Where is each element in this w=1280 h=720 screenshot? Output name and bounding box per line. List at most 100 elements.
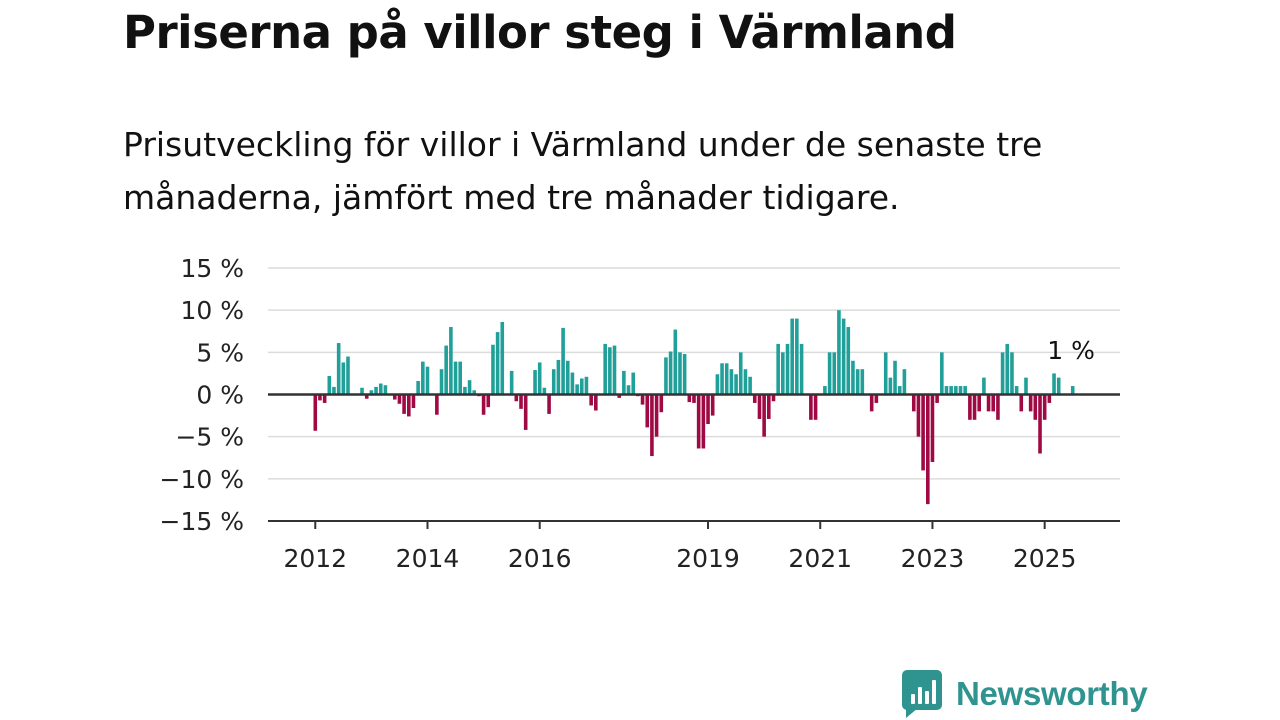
bar [523,394,528,430]
x-tick-label: 2025 [1013,544,1077,573]
bar [579,378,584,395]
bar [551,369,556,395]
axes [268,393,1120,529]
bar [453,361,458,395]
bar [977,394,981,412]
bar [1052,373,1056,395]
bar [463,386,467,395]
bar [972,394,977,420]
bar [341,362,346,395]
bar [364,394,369,399]
bar [327,375,332,395]
tick-labels: 15 % 10 % 5 % 0 % −5 % −10 % −15 % 2012 2014 2016… [160,254,1077,573]
bar [537,362,542,395]
bar [435,394,439,415]
bar [743,369,748,395]
x-tick-label: 2014 [396,544,460,573]
bar [883,352,888,395]
page-title: Priserna på villor steg i Värmland [123,6,957,59]
bar [575,384,579,395]
bar [332,386,336,395]
bar [781,352,785,395]
bar [509,370,514,395]
bar [421,361,425,395]
bar [383,385,388,395]
bar [472,390,477,395]
bar [813,394,818,420]
bar [682,354,687,395]
bar [752,394,757,403]
bar [1028,394,1033,412]
bar [757,394,762,419]
bar [1038,394,1042,454]
bar [617,394,622,398]
bar [706,394,710,425]
bar [1005,343,1010,395]
bar [584,376,589,395]
bar [776,343,780,395]
x-tick-label: 2019 [676,544,740,573]
bar [1014,386,1019,395]
bar [996,394,1000,420]
bar [841,318,846,395]
bar [392,394,397,400]
bar [855,369,860,395]
bar [678,352,682,395]
bar-series [313,310,1075,505]
bar [608,347,612,395]
bar [481,394,486,415]
bar [533,370,537,395]
bar [397,394,402,404]
y-tick-label: 10 % [180,296,244,325]
bar [944,386,949,395]
bar [411,394,416,408]
bar [935,394,939,403]
bar [738,352,743,395]
bar [762,394,766,437]
bar [729,369,734,395]
x-tick-label: 2021 [788,544,852,573]
bar [724,363,729,395]
bar [982,377,986,395]
bar [519,394,523,409]
x-tick-label: 2016 [508,544,572,573]
bar [626,385,631,395]
bar [846,327,851,395]
bar [664,357,668,395]
bar [963,386,967,395]
bar [336,343,341,395]
bar [561,327,565,395]
bar [631,372,636,395]
bar [668,351,673,395]
x-tick-label: 2012 [283,544,347,573]
bar [547,394,551,414]
bar [926,394,930,505]
bar [645,394,650,428]
bar [827,352,832,395]
bar [790,318,794,395]
y-tick-label: 5 % [196,338,244,367]
bar [916,394,921,437]
bar [1047,394,1052,403]
latest-value-annotation: 1 % [1047,336,1095,365]
bar [640,394,645,405]
bar [467,380,472,395]
bar [1000,352,1005,395]
bar [1010,352,1014,395]
bar [958,386,963,395]
y-tick-label: −10 % [160,465,244,494]
bar [407,394,411,417]
bar [888,377,893,395]
bar [313,394,318,431]
bar [402,394,406,414]
bar [954,386,958,395]
bar [673,329,678,395]
bar [771,394,776,402]
y-tick-label: 0 % [196,381,244,410]
bar [921,394,925,471]
bar [1024,377,1028,395]
bar [809,394,813,420]
bar [458,361,462,395]
bar [851,360,855,395]
